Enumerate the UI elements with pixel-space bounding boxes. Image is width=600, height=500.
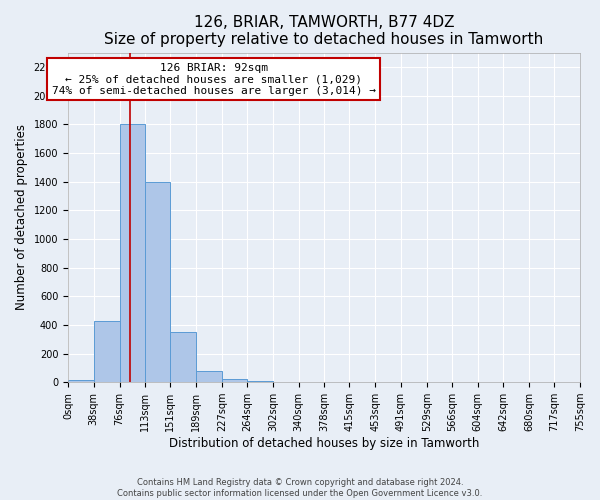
Bar [170, 332, 196, 382]
Text: Contains HM Land Registry data © Crown copyright and database right 2024.
Contai: Contains HM Land Registry data © Crown c… [118, 478, 482, 498]
Title: 126, BRIAR, TAMWORTH, B77 4DZ
Size of property relative to detached houses in Ta: 126, BRIAR, TAMWORTH, B77 4DZ Size of pr… [104, 15, 544, 48]
Bar [68, 380, 94, 382]
Bar [222, 378, 247, 382]
Bar [145, 182, 170, 382]
Bar [119, 124, 145, 382]
Bar [196, 371, 222, 382]
Bar [94, 320, 119, 382]
Bar [247, 381, 273, 382]
Text: 126 BRIAR: 92sqm
← 25% of detached houses are smaller (1,029)
74% of semi-detach: 126 BRIAR: 92sqm ← 25% of detached house… [52, 62, 376, 96]
Y-axis label: Number of detached properties: Number of detached properties [15, 124, 28, 310]
X-axis label: Distribution of detached houses by size in Tamworth: Distribution of detached houses by size … [169, 437, 479, 450]
